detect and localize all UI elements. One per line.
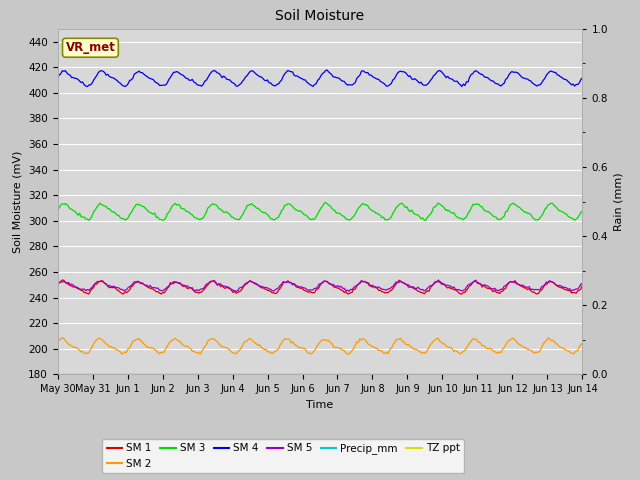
SM 3 bbox=[322, 200, 330, 205]
SM 4 bbox=[323, 67, 331, 73]
SM 4 bbox=[54, 75, 61, 81]
Precip_mm bbox=[211, 372, 218, 377]
SM 5 bbox=[345, 288, 353, 294]
SM 5 bbox=[435, 277, 442, 283]
SM 2 bbox=[579, 340, 586, 346]
Line: SM 5: SM 5 bbox=[58, 280, 582, 291]
Line: SM 2: SM 2 bbox=[58, 337, 582, 354]
SM 3 bbox=[172, 201, 179, 206]
Precip_mm bbox=[483, 372, 491, 377]
SM 1 bbox=[58, 277, 66, 283]
Text: VR_met: VR_met bbox=[65, 41, 115, 54]
Y-axis label: Rain (mm): Rain (mm) bbox=[614, 172, 623, 231]
TZ ppt bbox=[60, 372, 68, 377]
SM 3 bbox=[492, 215, 500, 220]
SM 3 bbox=[351, 211, 359, 217]
SM 3 bbox=[159, 217, 166, 223]
SM 5 bbox=[486, 285, 494, 290]
SM 1 bbox=[458, 291, 466, 297]
Legend: SM 1, SM 2, SM 3, SM 4, SM 5, Precip_mm, TZ ppt: SM 1, SM 2, SM 3, SM 4, SM 5, Precip_mm,… bbox=[102, 439, 464, 473]
SM 5 bbox=[211, 279, 218, 285]
TZ ppt bbox=[489, 372, 497, 377]
TZ ppt bbox=[483, 372, 491, 377]
SM 1 bbox=[54, 281, 61, 287]
SM 2 bbox=[214, 339, 221, 345]
TZ ppt bbox=[211, 372, 218, 377]
SM 5 bbox=[60, 278, 68, 284]
TZ ppt bbox=[348, 372, 356, 377]
SM 4 bbox=[84, 84, 92, 89]
Precip_mm bbox=[579, 372, 586, 377]
Line: SM 1: SM 1 bbox=[58, 280, 582, 294]
SM 4 bbox=[579, 75, 586, 81]
SM 1 bbox=[350, 287, 358, 292]
SM 2 bbox=[486, 346, 494, 351]
SM 2 bbox=[196, 351, 204, 357]
SM 2 bbox=[54, 340, 61, 346]
SM 5 bbox=[492, 287, 500, 293]
SM 4 bbox=[212, 69, 220, 74]
SM 1 bbox=[492, 289, 500, 295]
X-axis label: Time: Time bbox=[307, 400, 333, 409]
SM 2 bbox=[58, 335, 66, 340]
SM 5 bbox=[54, 281, 61, 287]
SM 1 bbox=[212, 280, 220, 286]
TZ ppt bbox=[579, 372, 586, 377]
SM 5 bbox=[350, 285, 358, 290]
Precip_mm bbox=[489, 372, 497, 377]
SM 2 bbox=[351, 342, 359, 348]
SM 3 bbox=[54, 208, 61, 214]
Precip_mm bbox=[54, 372, 61, 377]
SM 2 bbox=[61, 338, 69, 344]
SM 1 bbox=[172, 279, 179, 285]
SM 4 bbox=[60, 68, 68, 74]
SM 3 bbox=[486, 210, 494, 216]
SM 1 bbox=[579, 282, 586, 288]
Precip_mm bbox=[170, 372, 177, 377]
Title: Soil Moisture: Soil Moisture bbox=[275, 10, 365, 24]
SM 5 bbox=[170, 281, 177, 287]
SM 4 bbox=[486, 77, 494, 83]
SM 5 bbox=[579, 281, 586, 287]
Line: SM 3: SM 3 bbox=[58, 203, 582, 220]
Precip_mm bbox=[348, 372, 356, 377]
SM 2 bbox=[492, 350, 500, 356]
TZ ppt bbox=[54, 372, 61, 377]
SM 2 bbox=[172, 336, 179, 341]
SM 1 bbox=[486, 286, 494, 291]
SM 4 bbox=[492, 81, 500, 86]
SM 1 bbox=[61, 280, 69, 286]
Precip_mm bbox=[60, 372, 68, 377]
SM 4 bbox=[172, 69, 179, 75]
Line: SM 4: SM 4 bbox=[58, 70, 582, 86]
SM 3 bbox=[579, 208, 586, 214]
SM 4 bbox=[351, 80, 359, 85]
TZ ppt bbox=[170, 372, 177, 377]
SM 3 bbox=[212, 202, 220, 207]
Y-axis label: Soil Moisture (mV): Soil Moisture (mV) bbox=[13, 150, 22, 253]
SM 3 bbox=[60, 202, 68, 207]
